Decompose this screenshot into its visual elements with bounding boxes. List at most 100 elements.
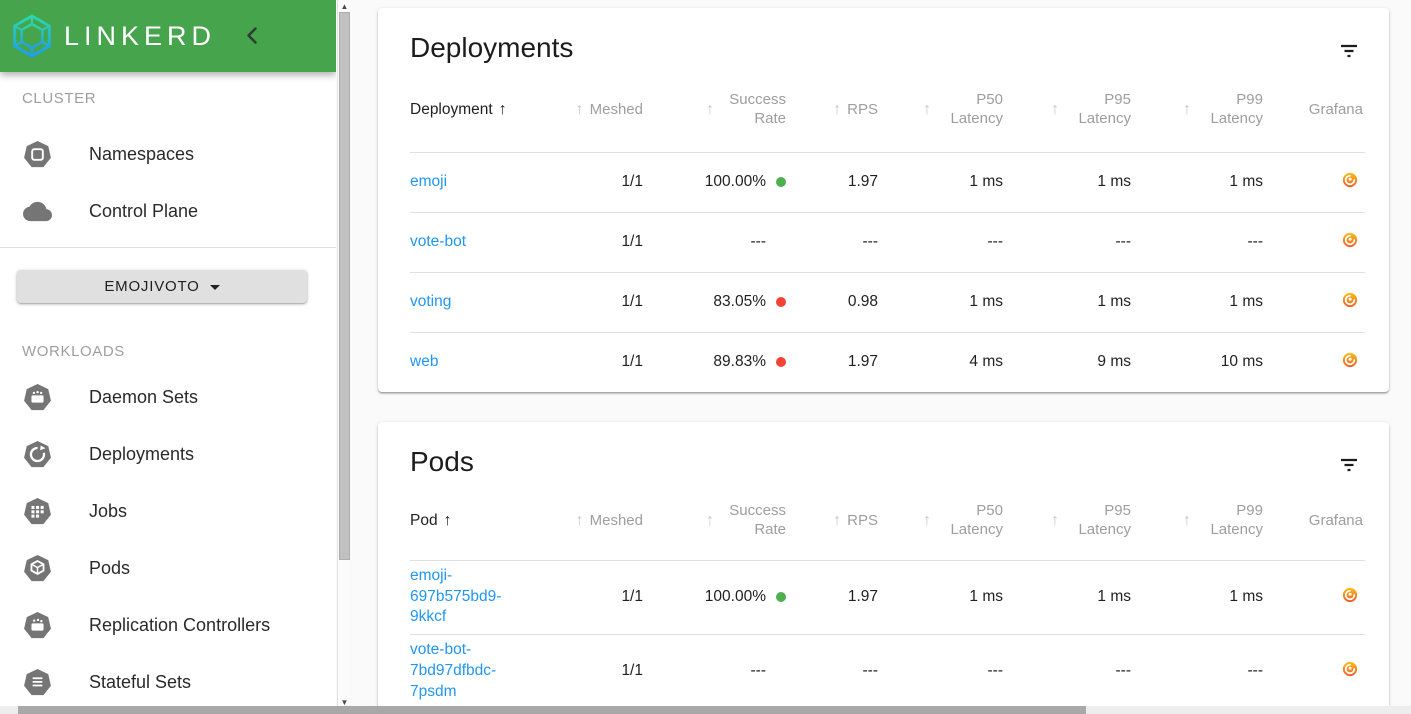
p95-latency-cell: 1 ms [1005, 272, 1133, 333]
p99-latency-cell: 1 ms [1133, 152, 1265, 213]
namespace-selector-label: EMOJIVOTO [104, 278, 200, 295]
grafana-link[interactable] [1341, 351, 1359, 369]
p95-latency-cell: 1 ms [1005, 560, 1133, 635]
column-header-p95[interactable]: ↑ P95 Latency [1005, 482, 1133, 561]
status-dot-icon [776, 176, 786, 187]
resource-link[interactable]: voting [410, 292, 452, 310]
column-header-name[interactable]: Deployment ↑ [410, 68, 560, 153]
column-label: P95 Latency [1078, 502, 1131, 538]
column-header-rps[interactable]: ↑ RPS [788, 68, 880, 153]
resource-link[interactable]: emoji-697b575bd9-9kkcf [410, 566, 502, 626]
meshed-cell: 1/1 [621, 662, 643, 680]
grafana-icon [1342, 352, 1358, 367]
section-label-cluster: CLUSTER [22, 90, 97, 107]
status-dot-icon [776, 591, 786, 602]
grafana-link[interactable] [1341, 660, 1359, 678]
p99-latency-cell: 1 ms [1133, 560, 1265, 635]
column-label: Meshed [589, 512, 643, 530]
p99-latency-cell: --- [1247, 662, 1264, 680]
success-rate-cell: 100.00% [645, 560, 788, 635]
table-row: voting 1/1 83.05% 0.98 1 ms 1 ms 1 ms [410, 272, 1365, 333]
column-label: P99 Latency [1210, 91, 1263, 127]
cluster-items: Namespaces Control Plane [0, 126, 336, 240]
scroll-up-arrow-icon[interactable]: ▲ [340, 1, 349, 11]
column-label: P50 Latency [950, 502, 1003, 538]
horizontal-scrollbar[interactable] [0, 706, 1411, 714]
grafana-link[interactable] [1341, 171, 1359, 189]
success-rate-cell: 100.00% [645, 152, 788, 213]
horizontal-scrollbar-thumb[interactable] [18, 706, 1086, 714]
sort-arrow-icon: ↑ [833, 511, 842, 529]
meshed-cell: 1/1 [560, 272, 645, 333]
chevron-left-icon [247, 27, 257, 44]
app-title: LINKERD [64, 20, 217, 51]
column-header-p95[interactable]: ↑ P95 Latency [1005, 68, 1133, 153]
column-header-p50[interactable]: ↑ P50 Latency [880, 482, 1005, 561]
sort-arrow-icon: ↑ [923, 100, 931, 118]
resource-link[interactable]: emoji [410, 172, 448, 190]
sort-arrow-icon: ↑ [706, 511, 714, 529]
sort-arrow-icon: ↑ [1051, 100, 1059, 118]
column-label: P95 Latency [1078, 91, 1131, 127]
rps-cell: --- [788, 212, 880, 273]
main-content: Deployments Deployment ↑ ↑ Meshed ↑ Success R… [350, 0, 1411, 706]
sidebar-divider [0, 247, 336, 248]
column-label: Grafana [1308, 512, 1363, 530]
rps-cell: 1.97 [847, 353, 878, 371]
p50-latency-cell: --- [987, 662, 1004, 680]
sort-arrow-icon: ↑ [1183, 100, 1191, 118]
column-header-success_rate[interactable]: ↑ Success Rate [645, 68, 788, 153]
sidebar-scrollbar[interactable]: ▲ ▼ [337, 0, 350, 708]
resource-link[interactable]: web [410, 352, 439, 370]
sidebar-item-daemon-sets[interactable]: Daemon Sets [0, 369, 336, 426]
section-label-workloads: WORKLOADS [22, 343, 125, 360]
column-header-meshed[interactable]: ↑ Meshed [560, 68, 645, 153]
sidebar-item-namespaces[interactable]: Namespaces [0, 126, 336, 183]
column-header-meshed[interactable]: ↑ Meshed [560, 482, 645, 561]
sidebar-item-control-plane[interactable]: Control Plane [0, 183, 336, 240]
status-dot-icon [776, 357, 786, 368]
sidebar-item-stateful-sets[interactable]: Stateful Sets [0, 654, 336, 706]
pods-table: Pod ↑ ↑ Meshed ↑ Success Rate ↑ RPS ↑ P50 Latency… [410, 482, 1365, 706]
sidebar-item-label: Jobs [89, 501, 128, 521]
meshed-cell: 1/1 [560, 152, 645, 213]
meshed-cell: 1/1 [560, 212, 645, 273]
p50-latency-cell: 4 ms [969, 353, 1003, 371]
meshed-cell: 1/1 [560, 560, 645, 635]
scroll-down-arrow-icon[interactable]: ▼ [340, 697, 349, 707]
sidebar-scrollbar-thumb[interactable] [339, 12, 350, 560]
grafana-link[interactable] [1341, 231, 1359, 249]
column-label: RPS [847, 512, 878, 530]
column-header-p50[interactable]: ↑ P50 Latency [880, 68, 1005, 153]
column-header-success_rate[interactable]: ↑ Success Rate [645, 482, 788, 561]
column-header-rps[interactable]: ↑ RPS [788, 482, 880, 561]
resource-link[interactable]: vote-bot-7bd97dfbdc-7psdm [410, 640, 497, 700]
jobs-icon [24, 497, 51, 525]
sidebar-item-replication-controllers[interactable]: Replication Controllers [0, 597, 336, 654]
grafana-icon [1342, 292, 1358, 307]
grafana-link[interactable] [1341, 586, 1359, 604]
sidebar-item-deployments[interactable]: Deployments [0, 426, 336, 483]
grafana-icon [1342, 661, 1358, 676]
p50-latency-cell: 1 ms [880, 560, 1005, 635]
namespaces-icon [24, 140, 51, 168]
filter-icon[interactable] [1335, 452, 1363, 480]
sidebar-item-jobs[interactable]: Jobs [0, 483, 336, 540]
deployments-card: Deployments Deployment ↑ ↑ Meshed ↑ Success R… [378, 8, 1389, 392]
resource-link[interactable]: vote-bot [410, 232, 467, 250]
sort-arrow-icon: ↑ [443, 511, 452, 529]
filter-icon[interactable] [1335, 38, 1363, 66]
sidebar-collapse-button[interactable] [240, 23, 266, 49]
namespace-selector-button[interactable]: EMOJIVOTO [17, 270, 307, 303]
sidebar-item-pods[interactable]: Pods [0, 540, 336, 597]
pods-icon [24, 554, 51, 582]
column-header-p99[interactable]: ↑ P99 Latency [1133, 68, 1265, 153]
pods-card-title: Pods [410, 446, 474, 477]
sidebar-item-label: Stateful Sets [89, 672, 192, 692]
grafana-link[interactable] [1341, 291, 1359, 309]
column-header-p99[interactable]: ↑ P99 Latency [1133, 482, 1265, 561]
column-label: P50 Latency [950, 91, 1003, 127]
p99-latency-cell: 10 ms [1220, 353, 1263, 371]
p95-latency-cell: 9 ms [1097, 353, 1131, 371]
column-header-name[interactable]: Pod ↑ [410, 482, 560, 561]
